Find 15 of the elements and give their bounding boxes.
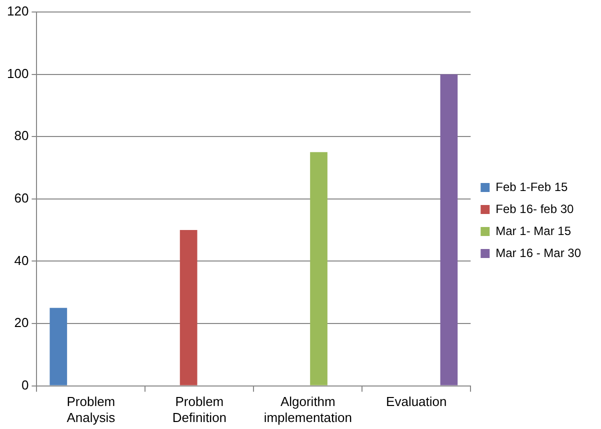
y-tick-label: 120 [6,4,29,19]
y-tick-label: 100 [6,66,29,81]
legend-label: Feb 1-Feb 15 [496,180,568,194]
y-tick-label: 20 [14,315,29,330]
x-tick-label: Problem Analysis [66,394,116,425]
x-tick-label: Evaluation [386,394,447,410]
x-tick-label: Problem Definition [172,394,227,425]
legend-label: Feb 16- feb 30 [496,202,574,216]
y-tick-label: 0 [21,377,29,392]
y-tick-label: 80 [14,128,29,144]
y-tick-label: 40 [14,252,29,268]
y-tick-label: 60 [14,190,29,206]
x-tick-label: Algorithm implementation [264,394,352,425]
legend-label: Mar 16 - Mar 30 [496,246,582,260]
legend-label: Mar 1- Mar 15 [496,224,572,238]
